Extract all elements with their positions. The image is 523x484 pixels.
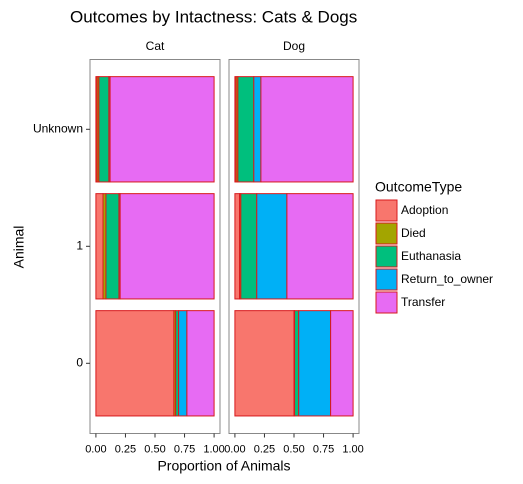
y-tick-label: 1 <box>76 238 83 252</box>
bar-segment <box>109 76 215 183</box>
x-tick-label: 0.50 <box>283 443 304 455</box>
x-tick-label: 0.75 <box>174 443 195 455</box>
x-tick-label: 1.00 <box>203 443 224 455</box>
facet-label: Dog <box>283 39 305 53</box>
bar-segment <box>234 193 241 300</box>
y-tick-label: Unknown <box>33 121 83 135</box>
chart-title: Outcomes by Intactness: Cats & Dogs <box>70 7 357 26</box>
x-tick-label: 0.00 <box>85 443 106 455</box>
bar-segment <box>253 76 262 183</box>
bar-segment <box>95 193 104 300</box>
bar-segment <box>298 310 332 417</box>
legend-key <box>375 245 398 268</box>
bar-segment <box>186 310 215 417</box>
x-tick-label: 1.00 <box>342 443 363 455</box>
bar-segment <box>256 193 288 300</box>
facet-label: Cat <box>146 39 165 53</box>
y-tick-label: 0 <box>76 355 83 369</box>
y-axis-label: Animal <box>11 226 27 269</box>
bar-segment <box>234 310 295 417</box>
x-tick-label: 0.00 <box>224 443 245 455</box>
legend-title: OutcomeType <box>375 179 462 195</box>
bar-segment <box>286 193 354 300</box>
bar-segment <box>260 76 354 183</box>
bar-segment <box>294 310 300 417</box>
legend-label: Adoption <box>401 203 448 217</box>
legend-label: Return_to_owner <box>401 272 493 286</box>
x-tick-label: 0.25 <box>115 443 136 455</box>
x-axis-label: Proportion of Animals <box>157 458 290 474</box>
legend-key <box>375 222 398 245</box>
bar-segment <box>240 193 258 300</box>
bar-segment <box>119 193 215 300</box>
legend-key <box>375 291 398 314</box>
bar-segment <box>105 193 120 300</box>
bar-segment <box>237 76 255 183</box>
legend-key <box>375 268 398 291</box>
legend-label: Died <box>401 226 426 240</box>
bar-segment <box>95 310 175 417</box>
bar-segment <box>178 310 188 417</box>
legend-label: Euthanasia <box>401 249 461 263</box>
x-tick-label: 0.25 <box>254 443 275 455</box>
bar-segment <box>330 310 354 417</box>
bar-segment <box>98 76 110 183</box>
x-tick-label: 0.50 <box>144 443 165 455</box>
x-tick-label: 0.75 <box>313 443 334 455</box>
legend-key <box>375 199 398 222</box>
legend-label: Transfer <box>401 295 445 309</box>
